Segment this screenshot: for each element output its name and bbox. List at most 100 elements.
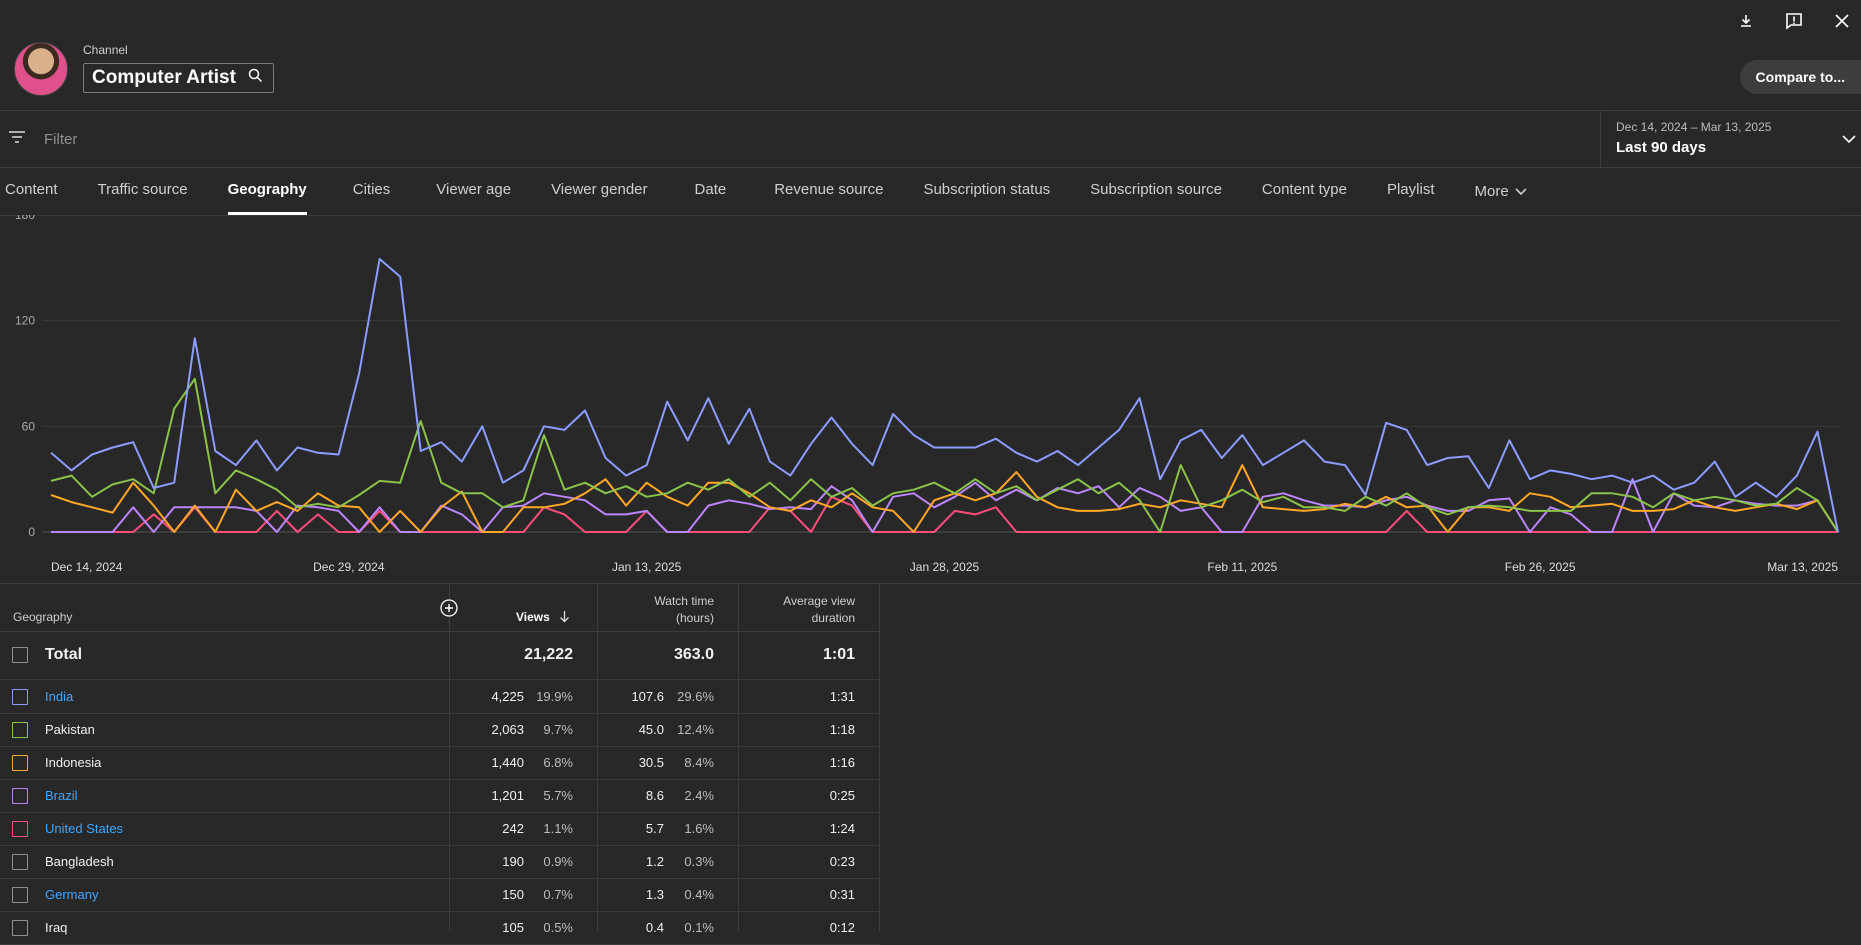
row-watch-time: 30.5 <box>638 755 664 770</box>
tab-viewer-gender[interactable]: Viewer gender <box>551 181 648 198</box>
date-preset: Last 90 days <box>1616 139 1707 156</box>
x-tick-label: Dec 14, 2024 <box>51 560 123 574</box>
header-watch-time-line1: Watch time <box>654 594 714 608</box>
header-views[interactable]: Views <box>516 610 550 624</box>
series-line-brazil[interactable] <box>51 478 1839 533</box>
header-watch-time[interactable]: Watch time (hours) <box>600 594 714 625</box>
chevron-down-icon <box>1515 170 1527 214</box>
row-watch-time: 1.3 <box>645 887 664 902</box>
table-total-row: Total 21,222 363.0 1:01 <box>0 632 880 680</box>
tab-viewer-age[interactable]: Viewer age <box>436 181 512 198</box>
channel-name: Computer Artist <box>92 67 236 88</box>
row-views: 105 <box>502 920 524 935</box>
row-views: 4,225 <box>491 689 524 704</box>
row-checkbox[interactable] <box>12 887 28 903</box>
x-tick-label: Mar 13, 2025 <box>1767 560 1838 574</box>
row-watch-pct: 2.4% <box>684 788 714 803</box>
filter-bar[interactable]: Filter <box>0 111 1600 167</box>
total-views: 21,222 <box>524 646 573 663</box>
row-checkbox[interactable] <box>12 854 28 870</box>
total-avd: 1:01 <box>822 646 855 663</box>
total-label: Total <box>45 646 83 663</box>
series-line-united-states[interactable] <box>51 495 1838 533</box>
tab-revenue-source[interactable]: Revenue source <box>774 181 884 198</box>
row-country[interactable]: Brazil <box>45 788 78 803</box>
tab-playlist[interactable]: Playlist <box>1386 181 1435 198</box>
row-views-pct: 5.7% <box>543 788 573 803</box>
tab-cities[interactable]: Cities <box>352 181 391 198</box>
table-row[interactable]: Bangladesh 190 0.9% 1.2 0.3% 0:23 <box>0 845 880 879</box>
table-row[interactable]: Indonesia 1,440 6.8% 30.5 8.4% 1:16 <box>0 746 880 780</box>
table-row[interactable]: United States 242 1.1% 5.7 1.6% 1:24 <box>0 812 880 846</box>
row-watch-pct: 29.6% <box>677 689 714 704</box>
tab-date[interactable]: Date <box>694 181 727 198</box>
row-checkbox[interactable] <box>12 647 28 663</box>
row-country: Indonesia <box>45 755 102 770</box>
row-views-pct: 19.9% <box>536 689 573 704</box>
geography-line-chart[interactable]: 0 60 120 180 Dec 14, 2024 Dec 29, 2024 Jan 13,… <box>0 215 1861 575</box>
row-checkbox[interactable] <box>12 755 28 771</box>
tab-more[interactable]: More <box>1474 168 1527 215</box>
row-avd: 1:24 <box>829 821 855 836</box>
row-views: 190 <box>502 854 524 869</box>
row-checkbox[interactable] <box>12 689 28 705</box>
search-icon[interactable] <box>248 68 263 88</box>
tab-subscription-source[interactable]: Subscription source <box>1090 181 1222 198</box>
x-tick-label: Dec 29, 2024 <box>313 560 385 574</box>
column-divider <box>597 583 598 931</box>
row-country: Pakistan <box>45 722 95 737</box>
x-tick-label: Feb 11, 2025 <box>1207 560 1277 574</box>
avatar <box>14 42 68 96</box>
row-checkbox[interactable] <box>12 821 28 837</box>
series-line-indonesia[interactable] <box>50 464 1839 533</box>
table-row[interactable]: Brazil 1,201 5.7% 8.6 2.4% 0:25 <box>0 779 880 813</box>
header-avd-line2: duration <box>811 611 855 625</box>
row-country[interactable]: United States <box>45 821 124 836</box>
row-watch-pct: 0.1% <box>684 920 714 935</box>
table-row[interactable]: Pakistan 2,063 9.7% 45.0 12.4% 1:18 <box>0 713 880 747</box>
row-watch-pct: 12.4% <box>677 722 714 737</box>
tab-subscription-status[interactable]: Subscription status <box>923 181 1051 198</box>
y-tick-label: 0 <box>28 525 35 539</box>
tab-content-type[interactable]: Content type <box>1261 181 1347 198</box>
close-icon[interactable] <box>1831 10 1853 32</box>
row-views: 1,440 <box>491 755 524 770</box>
tab-content[interactable]: Content <box>5 181 58 198</box>
tab-geography[interactable]: Geography <box>227 168 307 215</box>
channel-selector[interactable]: Computer Artist <box>83 63 274 93</box>
compare-button[interactable]: Compare to... <box>1739 60 1861 94</box>
row-views: 242 <box>502 821 524 836</box>
filter-input[interactable]: Filter <box>44 130 78 148</box>
row-country[interactable]: Germany <box>45 887 99 902</box>
feedback-icon[interactable] <box>1783 10 1805 32</box>
row-checkbox[interactable] <box>12 920 28 936</box>
x-tick-label: Jan 13, 2025 <box>612 560 682 574</box>
row-avd: 0:31 <box>829 887 855 902</box>
date-range-text: Dec 14, 2024 – Mar 13, 2025 <box>1616 120 1772 134</box>
series-line-pakistan[interactable] <box>50 377 1839 533</box>
series-line-india[interactable] <box>50 258 1839 533</box>
header-geography[interactable]: Geography <box>13 610 73 624</box>
table-row[interactable]: Germany 150 0.7% 1.3 0.4% 0:31 <box>0 878 880 912</box>
channel-label: Channel <box>83 43 128 57</box>
table-row[interactable]: India 4,225 19.9% 107.6 29.6% 1:31 <box>0 680 880 714</box>
add-metric-icon[interactable] <box>440 599 458 622</box>
y-tick-label: 120 <box>15 314 35 328</box>
table-row[interactable]: Iraq 105 0.5% 0.4 0.1% 0:12 <box>0 911 880 945</box>
x-tick-label: Feb 26, 2025 <box>1505 560 1576 574</box>
y-tick-label: 60 <box>22 419 36 433</box>
filter-icon[interactable] <box>8 130 28 149</box>
row-avd: 1:31 <box>829 689 855 704</box>
row-country: Iraq <box>45 920 68 935</box>
header-avg-view-duration[interactable]: Average view duration <box>740 594 855 625</box>
row-country[interactable]: India <box>45 689 74 704</box>
sort-down-icon[interactable] <box>559 610 570 628</box>
header-watch-time-line2: (hours) <box>675 611 714 625</box>
tab-traffic-source[interactable]: Traffic source <box>97 181 188 198</box>
row-views: 150 <box>502 887 524 902</box>
row-views-pct: 0.5% <box>543 920 573 935</box>
download-icon[interactable] <box>1735 10 1757 32</box>
row-checkbox[interactable] <box>12 788 28 804</box>
row-checkbox[interactable] <box>12 722 28 738</box>
date-range-picker[interactable]: Dec 14, 2024 – Mar 13, 2025 Last 90 days <box>1600 111 1861 167</box>
